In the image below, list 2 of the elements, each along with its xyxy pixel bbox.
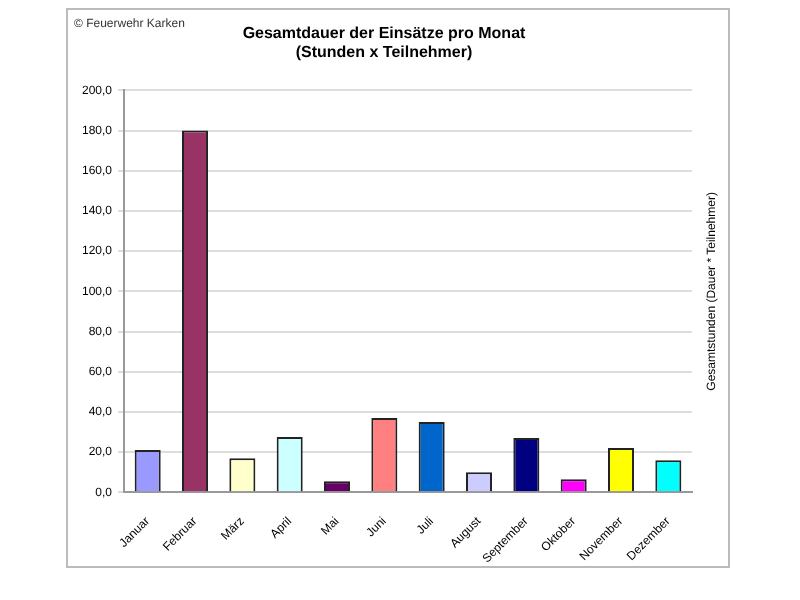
text: Gesamtdauer der Einsätze pro Monat [242,24,526,43]
text: (Stunden x Teilnehmer) [295,43,473,62]
